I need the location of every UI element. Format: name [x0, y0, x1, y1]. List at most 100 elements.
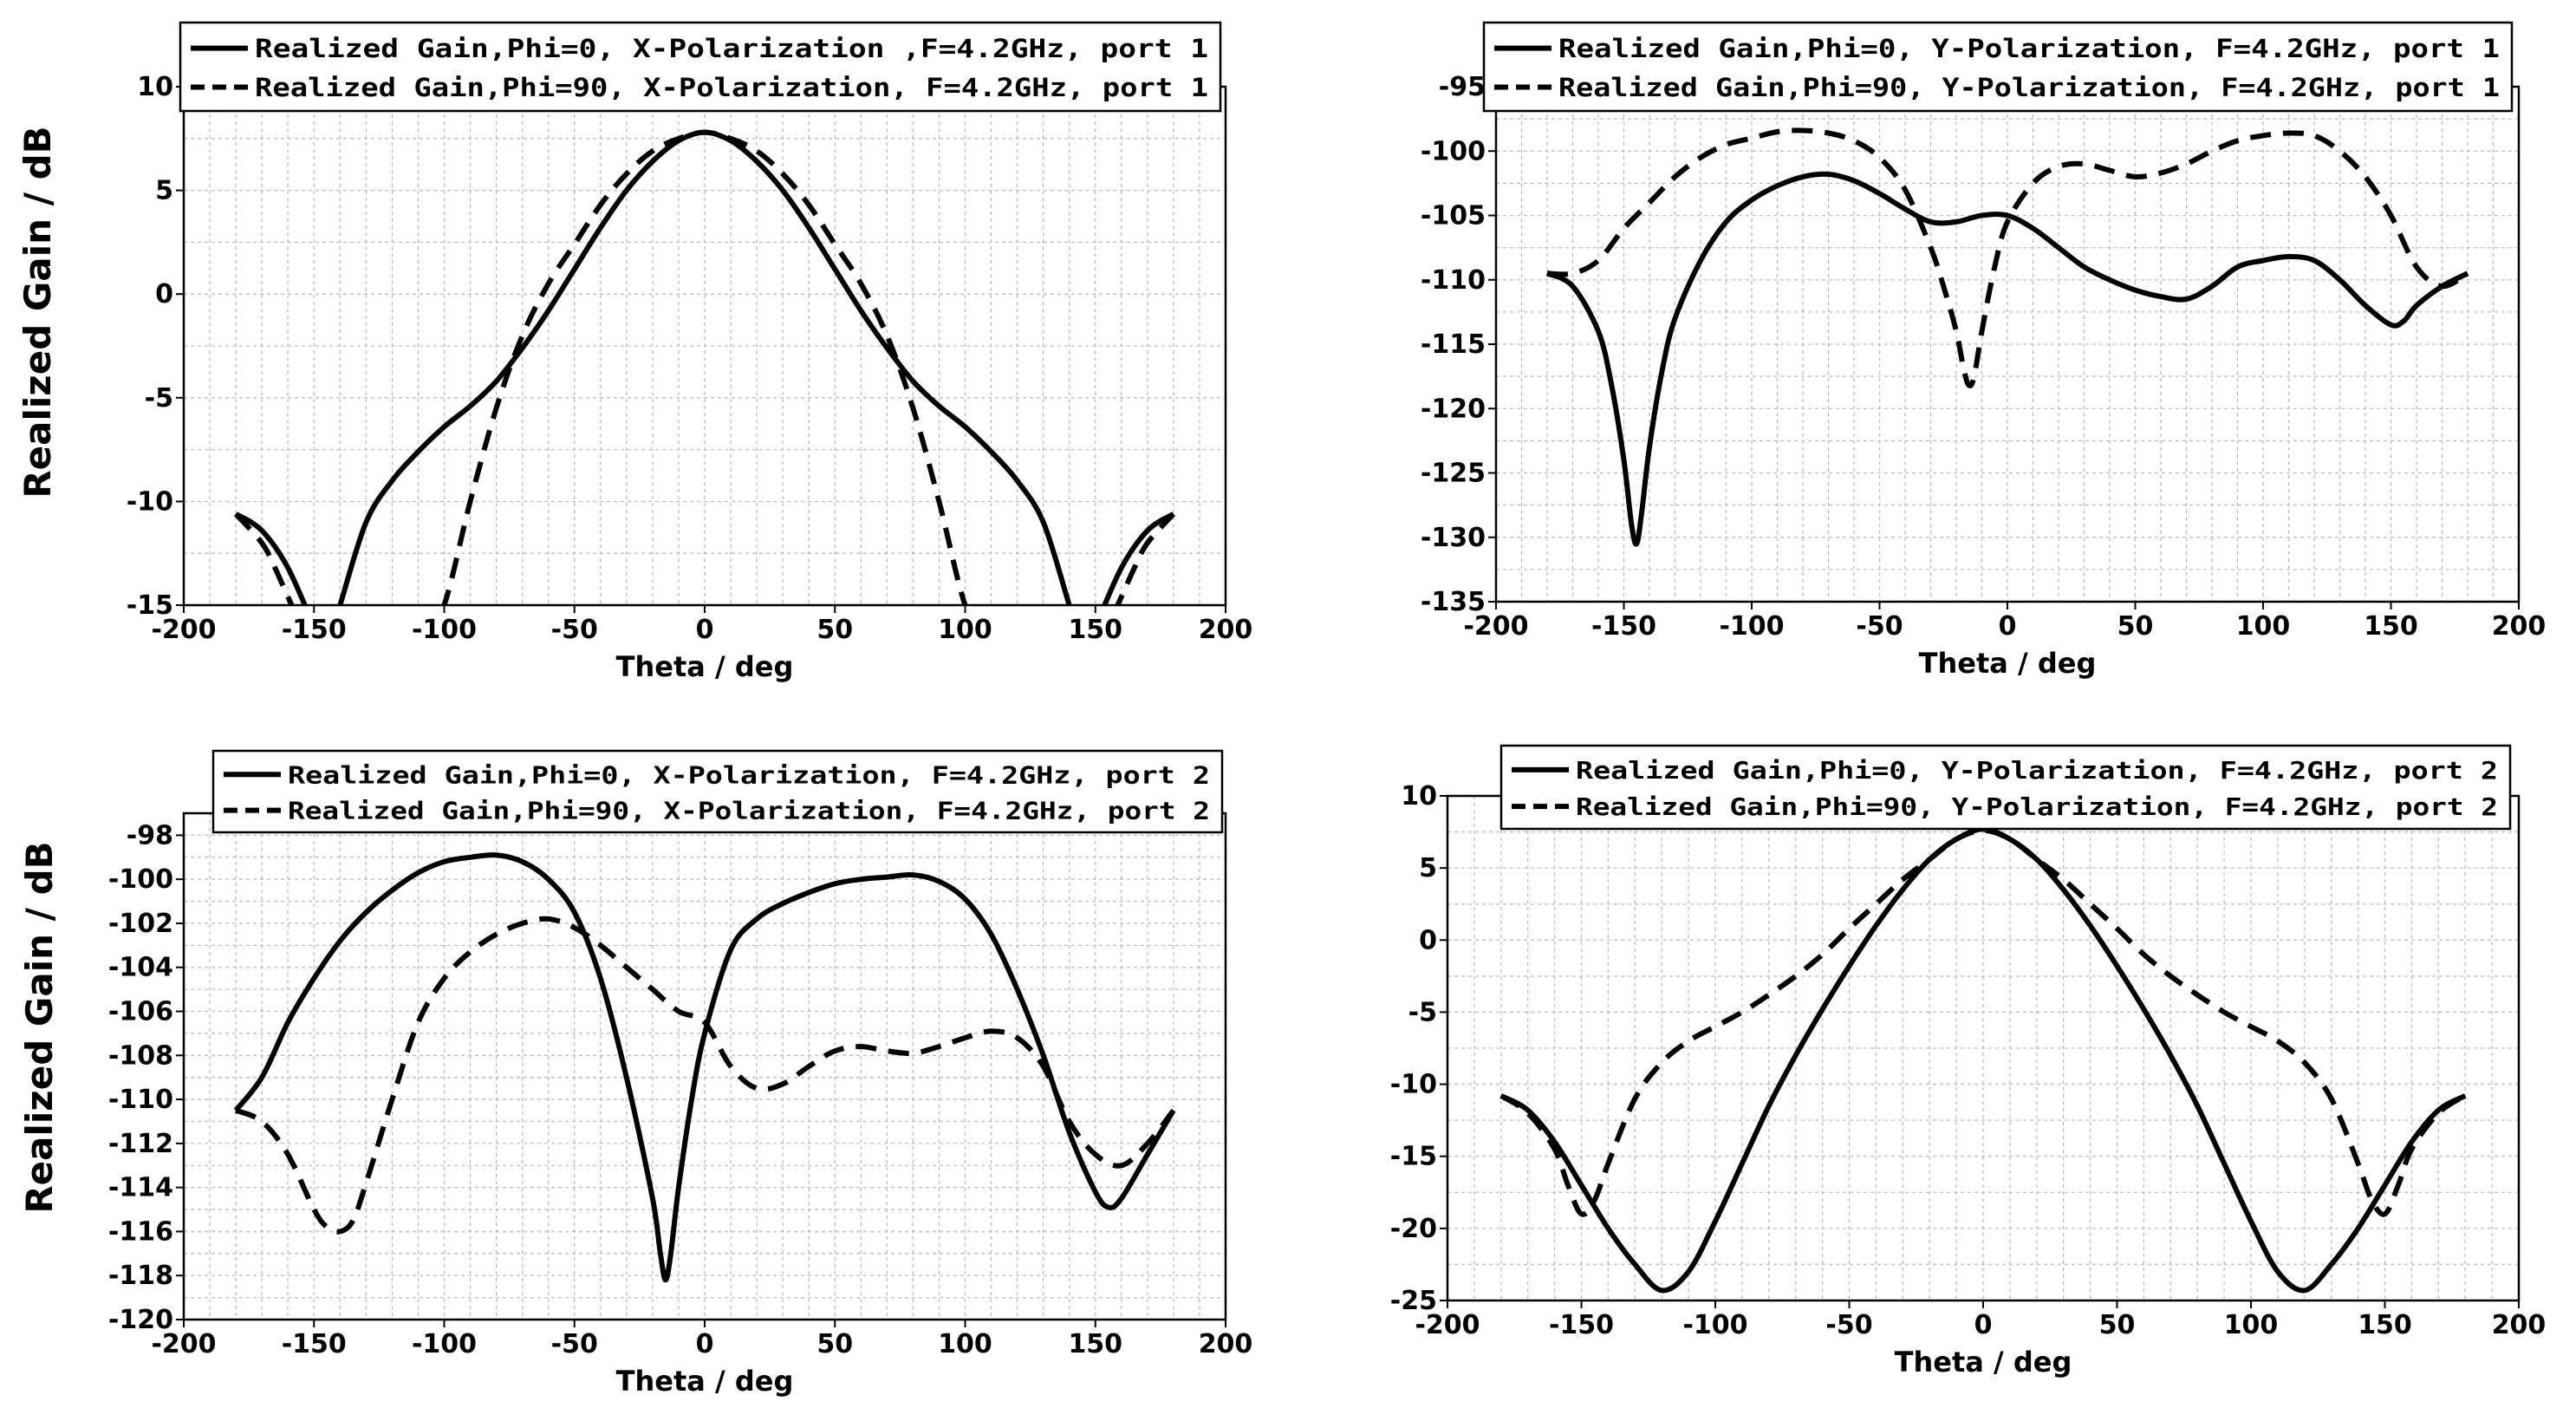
y-tick-label: -118	[108, 1261, 173, 1291]
x-tick-label: -50	[551, 1329, 598, 1359]
x-tick-label: 150	[1068, 1329, 1122, 1359]
y-tick-label: -114	[108, 1173, 173, 1203]
series-line-phi90	[1546, 127, 2469, 388]
x-tick-label: 0	[1999, 611, 2017, 642]
x-tick-label: 0	[696, 615, 714, 645]
y-tick-label: -20	[1390, 1214, 1437, 1244]
x-tick-label: -150	[1549, 1310, 1614, 1340]
x-tick-label: 200	[1199, 615, 1253, 645]
y-tick-label: -120	[1421, 394, 1486, 424]
x-tick-label: -100	[1682, 1310, 1747, 1340]
series-group	[233, 129, 1176, 605]
series-group	[1545, 127, 2469, 547]
y-tick-label: -5	[1408, 997, 1437, 1027]
legend-entry: Realized Gain,Phi=90, X-Polarization, F=…	[288, 797, 1210, 825]
x-tick-label: -200	[1415, 1310, 1480, 1340]
legend-entry: Realized Gain,Phi=0, Y-Polarization, F=4…	[1576, 756, 2498, 785]
y-tick-label: -10	[1390, 1070, 1437, 1100]
x-tick-label: -50	[551, 615, 598, 645]
series-line-phi0	[1545, 171, 2469, 547]
x-tick-label: 100	[2224, 1310, 2279, 1340]
x-tick-label: 100	[2236, 611, 2291, 642]
legend-box	[179, 21, 1222, 113]
x-tick-label: -50	[1825, 1310, 1872, 1340]
y-tick-label: -135	[1421, 587, 1486, 617]
x-tick-label: -150	[282, 1329, 347, 1359]
x-tick-label: 150	[2364, 611, 2418, 642]
chart-1: -200 -150 -100 -50 0 50 100 150 200-15-10-50510T…	[127, 21, 1253, 683]
series-line-phi0	[233, 852, 1176, 1283]
x-tick-label: 150	[1068, 615, 1122, 645]
y-tick-label: -106	[108, 997, 173, 1027]
x-tick-label: 0	[696, 1329, 714, 1359]
y-axis-title-bottom: Realized Gain / dB	[18, 841, 61, 1213]
y-tick-label: -115	[1421, 329, 1486, 360]
y-tick-label: 5	[1419, 853, 1437, 883]
x-tick-label: -150	[1591, 611, 1656, 642]
x-tick-label: -50	[1856, 611, 1903, 642]
y-tick-label: -120	[108, 1305, 173, 1335]
y-tick-label: -102	[108, 909, 173, 939]
x-tick-label: -200	[151, 1329, 216, 1359]
x-tick-label: -100	[412, 615, 477, 645]
legend-entry: Realized Gain,Phi=90, X-Polarization, F=…	[255, 73, 1208, 102]
x-tick-label: -100	[412, 1329, 477, 1359]
chart-3: -200 -150 -100 -50 0 50 100 150 200 -120 -118 -116 -…	[108, 749, 1253, 1398]
chart-4: -200 -150 -100 -50 0 50 100 150 200-25-20-15-10-…	[1390, 744, 2547, 1379]
y-tick-label: -15	[1390, 1142, 1437, 1172]
y-tick-label: -10	[127, 486, 173, 517]
y-tick-label: -98	[127, 820, 173, 851]
x-tick-label: 50	[2117, 611, 2154, 642]
x-axis-title: Theta / deg	[1895, 1346, 2072, 1379]
y-tick-label: -130	[1421, 523, 1486, 553]
legend-entry: Realized Gain,Phi=90, Y-Polarization, F=…	[1558, 73, 2500, 102]
x-tick-label: 200	[1199, 1329, 1253, 1359]
x-axis-title: Theta / deg	[1919, 647, 2097, 680]
y-tick-label: -100	[1421, 136, 1486, 166]
legend-entry: Realized Gain,Phi=0, X-Polarization ,F=4…	[255, 34, 1208, 63]
x-tick-label: -100	[1719, 611, 1784, 642]
legend-entry: Realized Gain,Phi=0, Y-Polarization, F=4…	[1558, 34, 2500, 63]
x-tick-label: -150	[282, 615, 347, 645]
x-tick-label: 100	[938, 1329, 992, 1359]
x-tick-label: 50	[816, 615, 853, 645]
legend-entry: Realized Gain,Phi=0, X-Polarization, F=4…	[288, 760, 1210, 789]
y-tick-label: -95	[1439, 72, 1486, 102]
y-tick-label: -110	[1421, 265, 1486, 296]
x-tick-label: 100	[938, 615, 992, 645]
y-tick-label: 5	[155, 176, 173, 206]
y-tick-label: -116	[108, 1216, 173, 1247]
x-tick-label: 200	[2492, 611, 2547, 642]
series-line-phi90	[1499, 827, 2467, 1217]
x-axis-title: Theta / deg	[616, 1365, 794, 1398]
y-tick-label: 0	[1419, 925, 1437, 955]
x-axis-title: Theta / deg	[616, 650, 794, 683]
x-tick-label: 200	[2492, 1310, 2547, 1340]
y-tick-label: -112	[108, 1129, 173, 1159]
chart-2: -200 -150 -100 -50 0 50 100 150 200 -135 -130 -125 -…	[1421, 21, 2547, 680]
legend-entry: Realized Gain,Phi=90, Y-Polarization, F=…	[1576, 792, 2498, 821]
y-tick-label: 10	[1401, 781, 1437, 812]
legend-box	[1499, 744, 2512, 831]
y-tick-label: -105	[1421, 201, 1486, 231]
y-tick-label: -100	[108, 864, 173, 895]
y-tick-label: 10	[137, 72, 173, 102]
y-tick-label: -125	[1421, 459, 1486, 489]
series-group	[233, 852, 1176, 1283]
x-tick-label: 150	[2358, 1310, 2412, 1340]
y-tick-label: -110	[108, 1085, 173, 1115]
x-tick-label: -200	[1463, 611, 1528, 642]
y-tick-label: -15	[127, 590, 173, 621]
y-tick-label: -5	[145, 383, 173, 414]
y-tick-label: -108	[108, 1040, 173, 1071]
x-tick-label: 0	[1974, 1310, 1993, 1340]
y-tick-label: 0	[155, 279, 173, 310]
y-tick-label: -104	[108, 953, 173, 983]
y-tick-label: -25	[1390, 1286, 1437, 1316]
series-line-phi90	[233, 129, 1176, 605]
legend-box	[1482, 21, 2514, 113]
x-tick-label: 50	[2099, 1310, 2136, 1340]
legend-box	[211, 749, 1224, 834]
x-tick-label: 50	[816, 1329, 853, 1359]
